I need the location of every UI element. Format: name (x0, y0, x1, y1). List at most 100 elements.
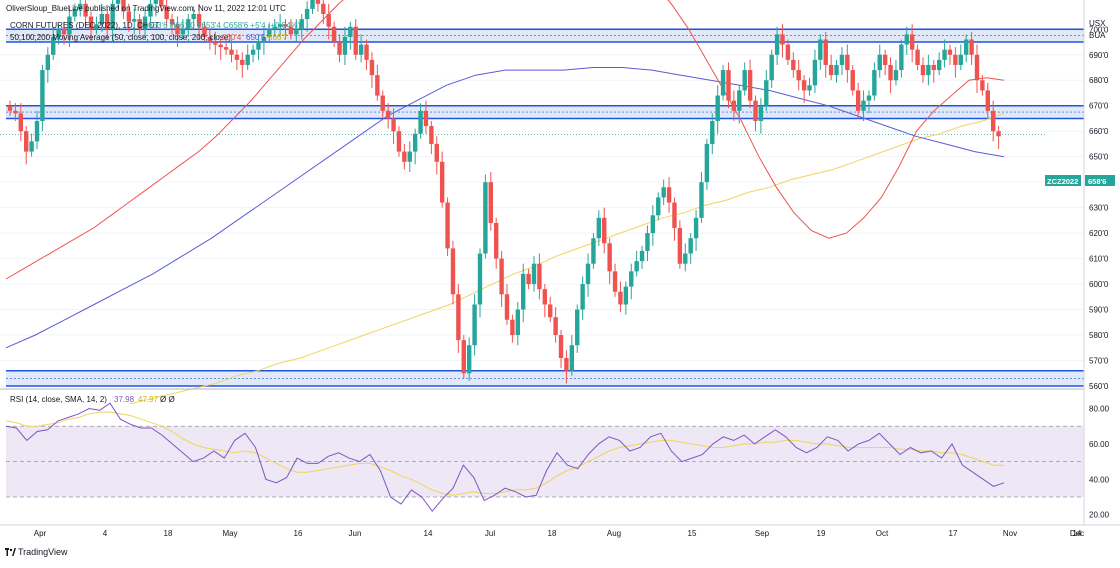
ma200-line (129, 112, 1005, 405)
rsi-axis: 80.00 60.00 40.00 20.00 (1089, 405, 1110, 520)
candle-body (510, 319, 515, 336)
time-tick-label: 4 (103, 529, 108, 538)
candle-body (375, 75, 380, 96)
candle-body (250, 49, 256, 55)
candle-body (920, 64, 926, 76)
candle-body (780, 34, 785, 45)
price-axis: 700'0690'0680'0670'0660'0650'0640'0630'0… (1089, 25, 1109, 391)
price-tick-label: 570'0 (1089, 357, 1109, 366)
price-zones (6, 28, 1084, 387)
time-tick-label: Apr (34, 529, 47, 538)
candle-body (699, 182, 704, 218)
candle-body (677, 228, 683, 264)
last-price-text: 658'6 (1088, 177, 1106, 186)
time-tick-label: 18 (548, 529, 557, 538)
published-line: OliverSloup_BlueLine published on Tradin… (6, 4, 286, 13)
candle-body (164, 6, 169, 20)
candle-body (310, 0, 315, 9)
candle-body (866, 95, 872, 101)
candle-body (186, 19, 191, 30)
rsi-tick-label: 20.00 (1089, 511, 1110, 520)
rsi-extra: Ø Ø (160, 395, 175, 404)
candle-body (839, 54, 845, 65)
candle-body (29, 141, 34, 152)
candle-body (607, 243, 612, 272)
candle-body (267, 29, 272, 37)
candle-body (148, 3, 153, 17)
candle-body (558, 335, 564, 358)
candle-body (396, 131, 402, 152)
footer-brand[interactable]: TradingView (18, 547, 68, 557)
candle-body (807, 85, 812, 91)
candle-body (13, 110, 18, 114)
candle-body (439, 161, 445, 203)
ma50-value: 680'4 (222, 33, 242, 42)
candle-body (429, 126, 434, 144)
candle-body (132, 19, 137, 22)
symbol-title[interactable]: CORN FUTURES (DEC 2022), 1D, CBOT (10, 21, 159, 30)
candle-body (34, 121, 40, 142)
candle-body (105, 14, 110, 30)
candle-body (537, 263, 542, 290)
candle-body (969, 39, 974, 55)
candle-body (656, 197, 661, 216)
candle-body (472, 304, 477, 346)
candle-body (434, 143, 439, 162)
candle-body (602, 217, 607, 244)
candle-body (477, 253, 483, 305)
candle-body (618, 291, 623, 305)
candle-body (764, 80, 769, 106)
time-tick-label: 18 (164, 529, 173, 538)
candle-body (515, 309, 521, 336)
candle-body (137, 19, 142, 30)
last-price-badge (1085, 175, 1115, 186)
candle-body (521, 273, 526, 310)
candle-body (175, 24, 180, 35)
candle-body (234, 54, 240, 60)
candle-body (321, 3, 326, 15)
candle-body (710, 121, 715, 144)
candle-body (196, 14, 202, 27)
time-tick-label: 15 (688, 529, 697, 538)
candle-body (899, 44, 904, 71)
candle-body (553, 317, 558, 336)
candle-body (40, 70, 45, 122)
rsi-value: 37.98 (114, 395, 135, 404)
candle-body (834, 64, 839, 76)
price-zone (6, 370, 1084, 386)
ma200-value: 666'7 (268, 33, 288, 42)
candle-body (580, 284, 585, 310)
candle-body (996, 131, 1001, 137)
tradingview-logo-icon (5, 548, 16, 556)
candle-body (926, 64, 931, 76)
candle-body (288, 26, 294, 35)
candle-body (337, 42, 342, 55)
candle-body (207, 36, 213, 43)
candle-body (666, 187, 672, 203)
candle-body (936, 59, 942, 71)
ma-indicator-label[interactable]: 50,100,200 Moving Average (50, close, 10… (10, 33, 231, 42)
candle-body (990, 110, 996, 132)
ma100-line (5, 67, 1005, 349)
candle-body (499, 258, 504, 295)
rsi-tick-label: 40.00 (1089, 475, 1110, 484)
candle-body (569, 345, 575, 371)
price-tick-label: 610'0 (1089, 255, 1109, 264)
candle-body (315, 0, 321, 4)
candle-body (364, 44, 369, 60)
price-tick-label: 590'0 (1089, 306, 1109, 315)
time-axis: Apr 4 18 May 16 Jun 14 Jul 18 Aug 15 Sep 19 Oct 17 Nov 1… (34, 529, 1084, 538)
candle-body (888, 64, 893, 81)
candle-body (369, 59, 375, 76)
candle-body (256, 42, 261, 50)
candle-body (277, 24, 283, 27)
candle-body (645, 233, 650, 251)
candlestick-series (7, 0, 1001, 384)
candle-body (726, 70, 731, 101)
candle-body (953, 54, 958, 65)
rsi-label[interactable]: RSI (14, close, SMA, 14, 2) (10, 395, 107, 404)
candle-body (845, 54, 850, 71)
candle-body (526, 273, 531, 285)
price-tick-label: 560'0 (1089, 382, 1109, 391)
